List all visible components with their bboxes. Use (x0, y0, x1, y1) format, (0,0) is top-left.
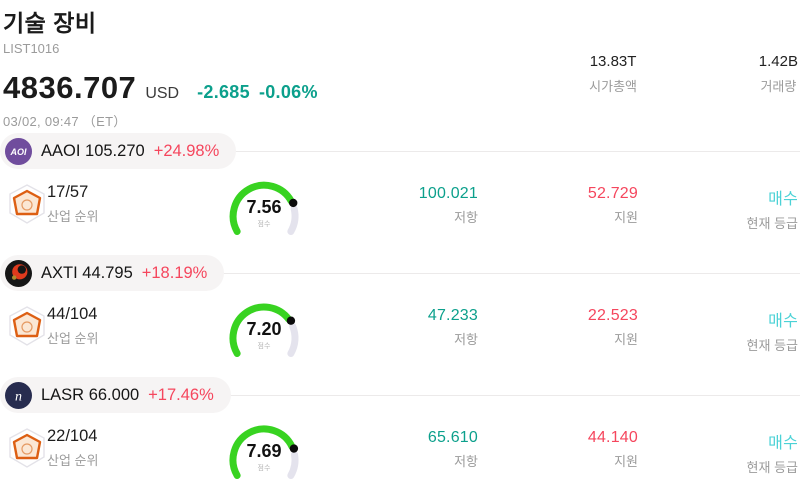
resistance-block: 47.233 저항 (348, 307, 478, 348)
stock-change: +24.98% (153, 141, 220, 160)
score-gauge: 7.20 점수 (225, 297, 303, 361)
support-label: 지원 (614, 210, 638, 225)
market-cap-value: 13.83T (589, 53, 637, 70)
gauge-fill (229, 303, 293, 357)
change-percent: -0.06% (258, 82, 318, 102)
score-gauge: 7.69 점수 (225, 419, 303, 483)
gauge-dot (286, 316, 296, 325)
score-label: 점수 (257, 465, 271, 472)
list-id: LIST1016 (3, 41, 60, 56)
ticker-and-price: LASR 66.000 (41, 386, 139, 405)
header: 기술 장비 LIST1016 4836.707 USD -2.685 -0.06%… (3, 4, 800, 130)
support-block: 52.729 지원 (508, 185, 638, 226)
support-block: 44.140 지원 (508, 429, 638, 470)
volume-label: 거래량 (760, 79, 797, 94)
gauge-track (287, 322, 299, 357)
score-label: 점수 (257, 343, 271, 350)
svg-text:n: n (15, 389, 22, 404)
rating-block: 매수 현재 등급 (668, 185, 798, 232)
gauge-dot (289, 198, 298, 208)
resistance-value: 100.021 (418, 185, 478, 202)
ticker-and-price: AAOI 105.270 (41, 142, 145, 161)
ticker: AXTI (41, 263, 78, 282)
support-value: 44.140 (587, 429, 638, 446)
market-cap-stat: 13.83T 시가총액 (589, 53, 637, 95)
support-label: 지원 (614, 332, 638, 347)
currency-label: USD (145, 85, 180, 102)
rank-label: 산업 순위 (47, 331, 99, 346)
rating-label: 현재 등급 (746, 338, 798, 353)
svg-text:AOI: AOI (9, 147, 27, 157)
industry-rank: 44/104 산업 순위 (47, 305, 98, 347)
ticker-and-price: AXTI 44.795 (41, 264, 133, 283)
gauge-fill (229, 181, 295, 235)
index-price: 4836.707 (3, 70, 137, 105)
score-gauge: 7.56 점수 (225, 175, 303, 239)
resistance-value: 65.610 (427, 429, 478, 446)
rank-label: 산업 순위 (47, 453, 99, 468)
change-absolute: -2.685 (197, 82, 250, 102)
stock-price: 66.000 (88, 385, 140, 404)
market-cap-label: 시가총액 (589, 79, 637, 94)
volume-value: 1.42B (758, 53, 798, 70)
gauge-track (287, 205, 299, 235)
support-label: 지원 (614, 454, 638, 469)
price-row: 4836.707 USD -2.685 -0.06% (3, 70, 800, 106)
rank-value: 17/57 (47, 183, 89, 201)
gauge-fill (229, 425, 296, 479)
resistance-block: 65.610 저항 (348, 429, 478, 470)
support-value: 52.729 (587, 185, 638, 202)
stock-price: 44.795 (82, 263, 133, 282)
industry-rank-icon (9, 184, 45, 224)
stock-row-aaoi: AOI AAOI 105.270 +24.98% 17/57 산업 순위 7.5… (0, 130, 800, 252)
lasr-logo-icon: n (5, 381, 32, 409)
industry-rank-icon (9, 306, 45, 346)
gauge-track (287, 450, 299, 479)
stock-pill-aaoi[interactable]: AOI AAOI 105.270 +24.98% (0, 133, 237, 169)
rating-value: 매수 (768, 191, 798, 208)
industry-rank-icon (9, 428, 45, 468)
score-value: 7.20 (246, 319, 282, 339)
ticker: AAOI (41, 141, 81, 160)
score-value: 7.56 (246, 197, 282, 217)
row-divider (0, 273, 800, 274)
rating-label: 현재 등급 (746, 460, 798, 475)
quote-datetime: 03/02, 09:47 （ET） (3, 114, 127, 129)
stock-pill-lasr[interactable]: n LASR 66.000 +17.46% (0, 377, 231, 413)
industry-rank: 17/57 산업 순위 (47, 183, 98, 225)
industry-rank: 22/104 산업 순위 (47, 427, 98, 469)
stock-row-axti: AXTI 44.795 +18.19% 44/104 산업 순위 7.20 점수… (0, 252, 800, 374)
index-change: -2.685 -0.06% (197, 82, 318, 103)
stock-change: +17.46% (148, 385, 214, 404)
resistance-value: 47.233 (427, 307, 478, 324)
resistance-label: 저항 (454, 332, 478, 347)
volume-stat: 1.42B 거래량 (759, 53, 798, 95)
stock-change: +18.19% (141, 263, 208, 282)
gauge-dot (289, 444, 299, 453)
aaoi-logo-icon: AOI (5, 137, 32, 165)
rank-label: 산업 순위 (47, 209, 99, 224)
rating-block: 매수 현재 등급 (668, 429, 798, 476)
score-value: 7.69 (246, 441, 282, 461)
rating-value: 매수 (768, 313, 798, 330)
score-label: 점수 (257, 221, 271, 228)
stock-pill-axti[interactable]: AXTI 44.795 +18.19% (0, 255, 225, 291)
ticker: LASR (41, 385, 85, 404)
support-value: 22.523 (587, 307, 638, 324)
row-divider (0, 151, 800, 152)
rating-value: 매수 (768, 435, 798, 452)
axti-logo-icon (5, 259, 32, 287)
rank-value: 44/104 (47, 305, 98, 323)
row-divider (0, 395, 800, 396)
stock-price: 105.270 (85, 141, 145, 160)
rating-label: 현재 등급 (746, 216, 798, 231)
resistance-block: 100.021 저항 (348, 185, 478, 226)
stock-row-lasr: n LASR 66.000 +17.46% 22/104 산업 순위 7.69 … (0, 374, 800, 496)
page-title: 기술 장비 (3, 10, 97, 36)
support-block: 22.523 지원 (508, 307, 638, 348)
resistance-label: 저항 (454, 454, 478, 469)
resistance-label: 저항 (454, 210, 478, 225)
rank-value: 22/104 (47, 427, 98, 445)
rating-block: 매수 현재 등급 (668, 307, 798, 354)
